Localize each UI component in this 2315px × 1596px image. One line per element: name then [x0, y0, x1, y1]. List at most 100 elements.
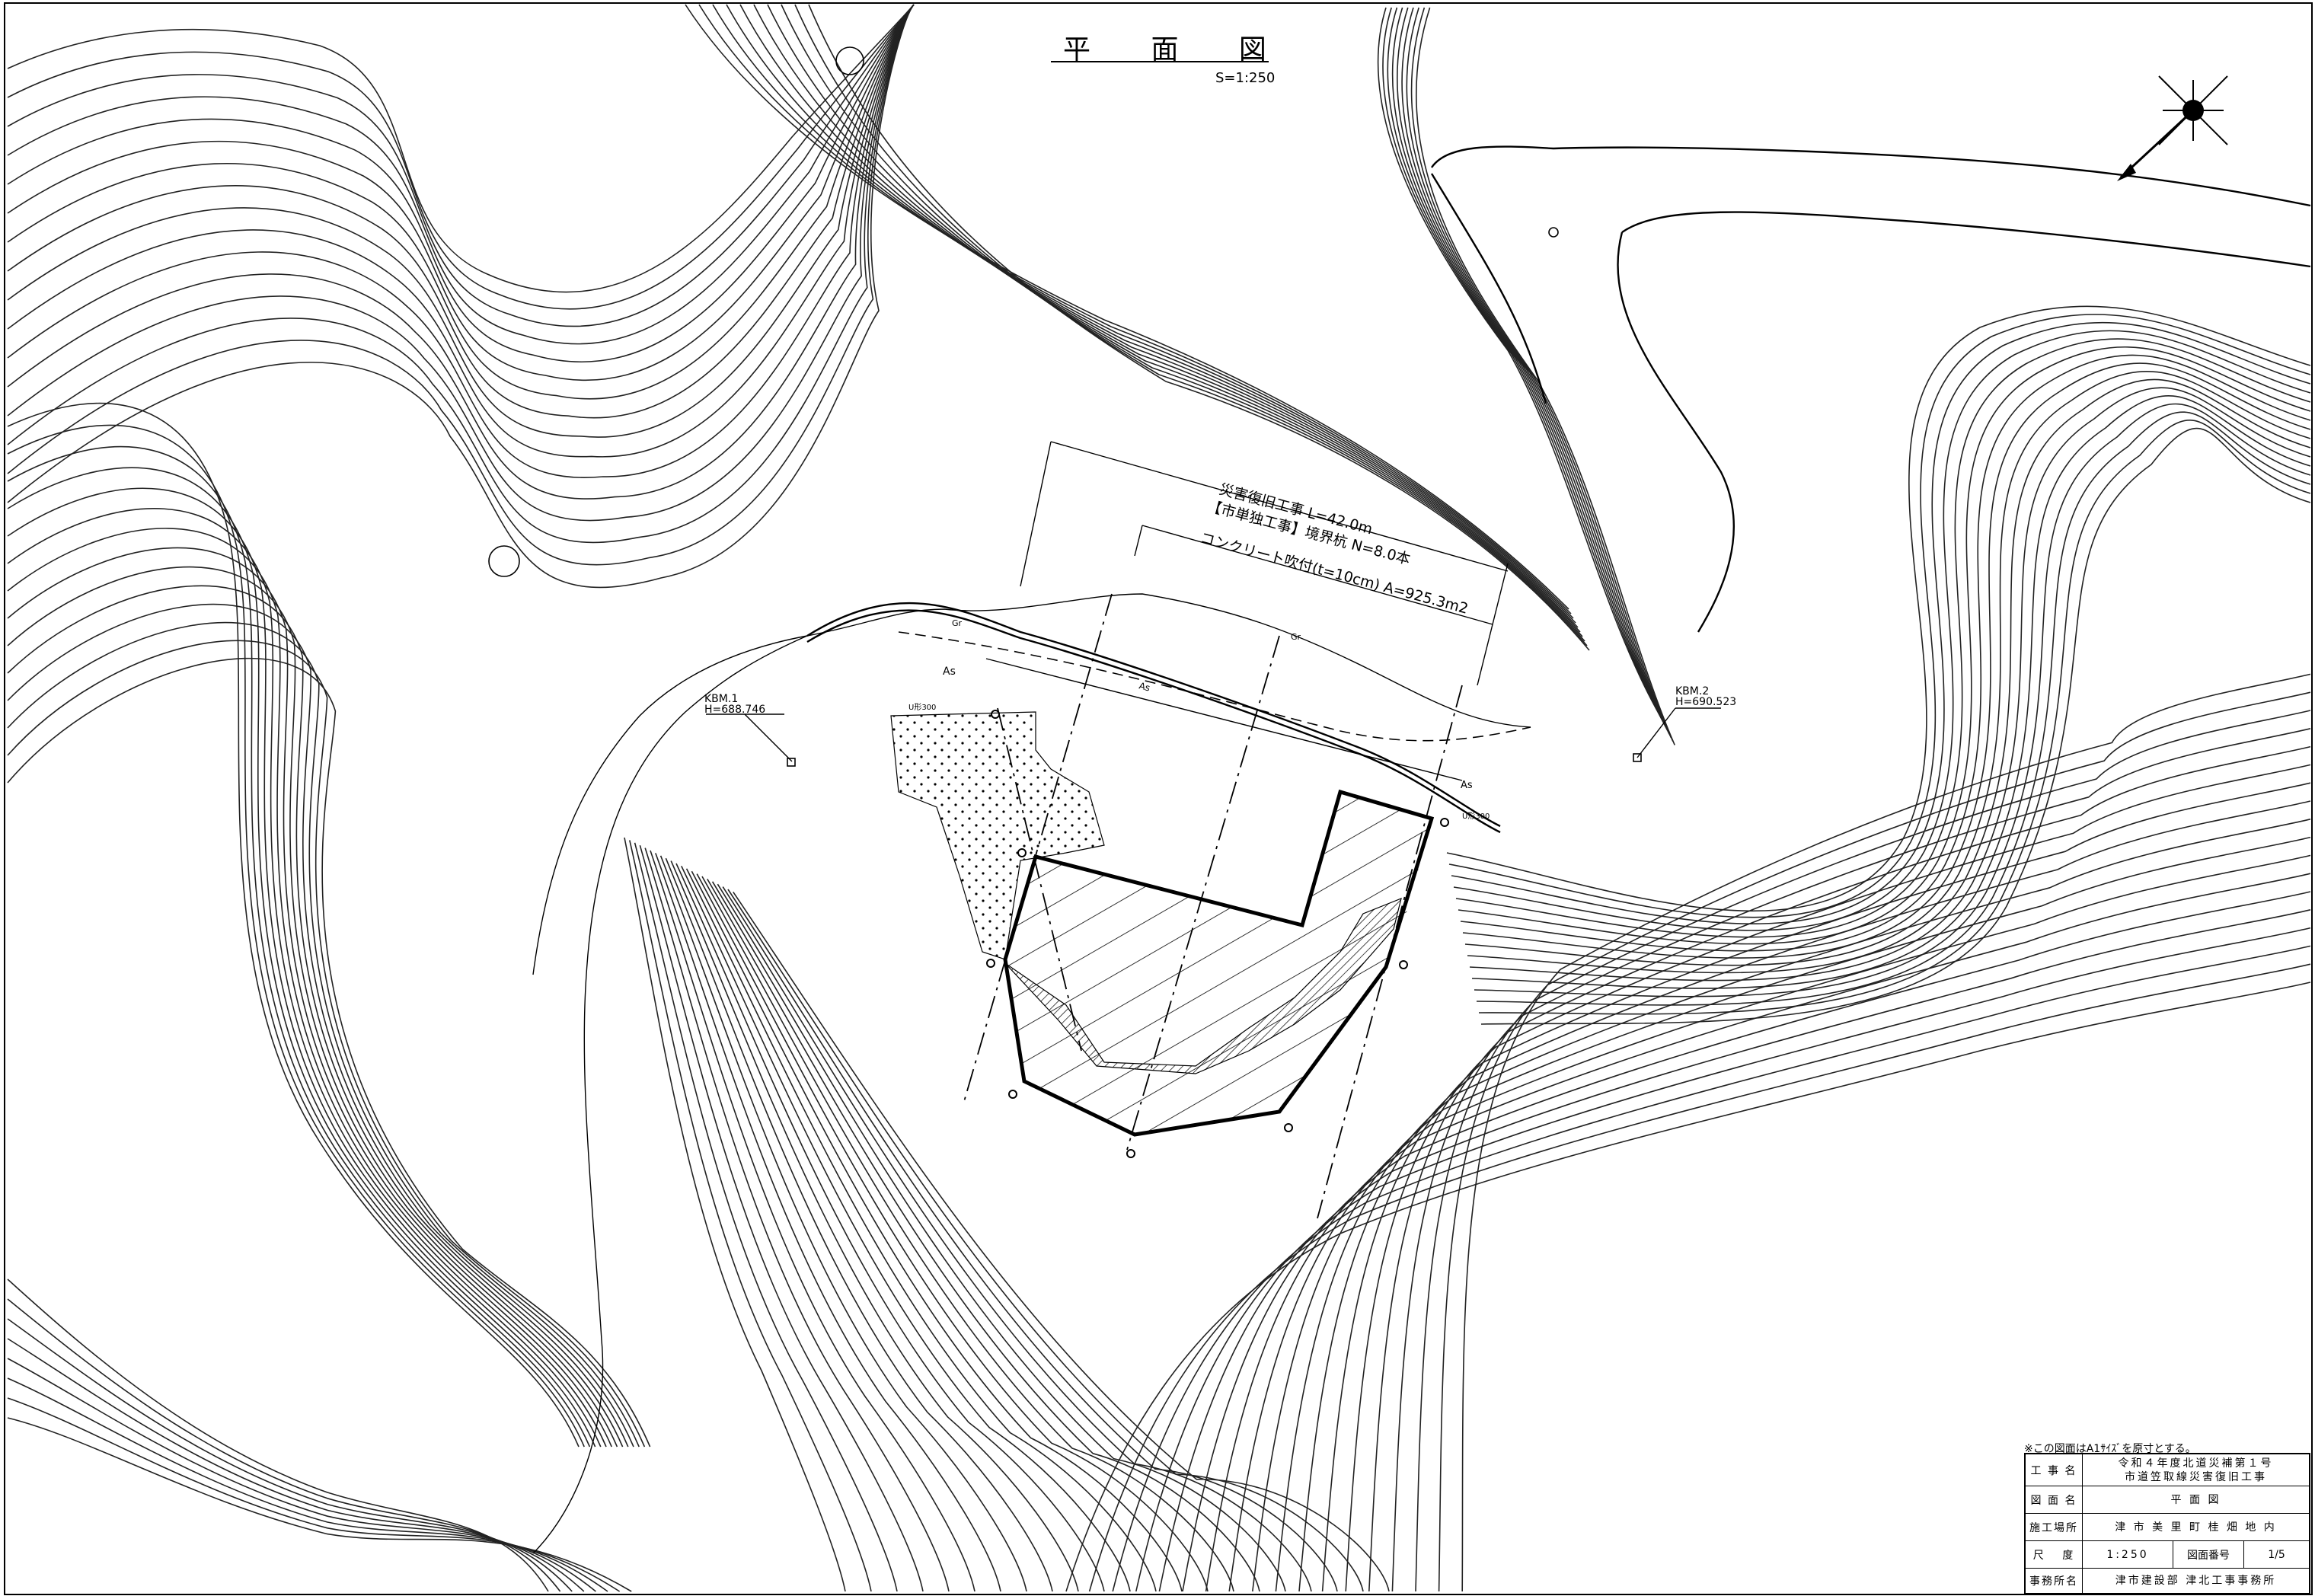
contour-line: [1228, 854, 2311, 1592]
contour-line: [1438, 691, 2311, 1592]
annotation-leaders: [706, 441, 1721, 767]
contour-line: [1112, 945, 2311, 1592]
contour-line: [1430, 173, 1547, 404]
project-line1: 令和４年度北道災補第１号: [2118, 1457, 2274, 1470]
contour-line: [7, 547, 618, 1448]
contour-line: [685, 868, 1157, 1592]
ditch-label: U形300: [908, 703, 936, 712]
drawing-value: 平 面 図: [2170, 1493, 2221, 1506]
office-label: 事務所名: [2026, 1569, 2083, 1593]
contour-line: [711, 881, 1286, 1592]
title-underline: [1051, 61, 1269, 62]
contour-line: [726, 4, 1576, 624]
contour-line: [1406, 7, 1672, 739]
contour-line: [1158, 909, 2311, 1592]
project-line2: 市道笠取線災害復旧工事: [2125, 1470, 2267, 1483]
contour-line: [781, 4, 1585, 642]
contour-line: [1182, 891, 2311, 1592]
contour-line: [1461, 673, 2311, 1592]
contour-line: [639, 844, 924, 1592]
contour-line: [717, 883, 1312, 1592]
contour-line: [7, 4, 915, 588]
section-lines: [963, 593, 1463, 1219]
contour-line: [1446, 305, 2311, 912]
contour-line: [7, 566, 624, 1448]
title-row-scale: 尺 度 1:250 図面番号 1/5: [2026, 1541, 2309, 1569]
contour-line: [7, 4, 915, 381]
road: [532, 593, 1531, 1554]
contour-line: [7, 4, 915, 566]
project-label: 工 事 名: [2026, 1454, 2083, 1486]
contour-line: [7, 467, 596, 1448]
contour-line: [7, 4, 915, 310]
north-arrow-icon: [2117, 75, 2228, 181]
contour-line: [1391, 728, 2311, 1592]
contour-line: [7, 1318, 573, 1592]
contour-line: [634, 842, 898, 1592]
contour-line: [7, 640, 646, 1448]
guardrail-label: Gr: [952, 618, 963, 628]
contour-line: [1464, 371, 2311, 966]
kbm1-name: KBM.1: [704, 693, 738, 705]
contour-line: [1462, 362, 2311, 959]
contour-line: [1401, 7, 1670, 735]
contour-line: [7, 487, 602, 1448]
contour-line: [7, 4, 915, 327]
contour-line: [7, 585, 629, 1448]
contour-line: [1382, 7, 1663, 720]
kbm2-height: H=690.523: [1675, 696, 1736, 708]
contour-line: [1474, 403, 2311, 998]
contour-line: [1471, 395, 2311, 989]
contour-line: [7, 4, 915, 293]
contour-line: [7, 1338, 585, 1592]
contour-line: [1451, 321, 2311, 925]
slope-toe-hatch: [1004, 898, 1402, 1074]
contour-line: [1252, 836, 2311, 1592]
title-row-drawing: 図 面 名 平 面 図: [2026, 1486, 2309, 1514]
contour-line: [7, 1298, 561, 1592]
contour-line: [650, 850, 975, 1592]
contour-line: [7, 402, 580, 1448]
contour-line: [808, 4, 1590, 651]
contour-line: [7, 1397, 621, 1592]
contour-line: [727, 889, 1364, 1592]
contour-line: [1617, 231, 1735, 633]
contour-line: [659, 855, 1027, 1592]
contour-line: [629, 840, 872, 1592]
contour-line: [733, 891, 1390, 1592]
contour-lines: [7, 4, 2311, 1592]
contour-line: [1321, 782, 2311, 1592]
contour-line: [1448, 314, 2311, 918]
contour-line: [7, 657, 651, 1448]
contour-line: [1431, 145, 2311, 207]
contour-line: [1469, 387, 2311, 982]
contour-line: [1065, 982, 2311, 1592]
contour-line: [767, 4, 1583, 637]
contour-line: [7, 4, 915, 438]
contour-line: [698, 4, 1572, 614]
survey-circle: [835, 46, 864, 75]
contour-line: [7, 1278, 549, 1592]
boundary-stakes: [986, 710, 1449, 1158]
asphalt-label: As: [943, 666, 956, 678]
survey-point: [1548, 227, 1559, 238]
ditch-label: U形300: [1462, 812, 1490, 821]
site-label: 施工場所: [2026, 1514, 2083, 1540]
title-block: 工 事 名 令和４年度北道災補第１号 市道笠取線災害復旧工事 図 面 名 平 面…: [2024, 1453, 2310, 1594]
contour-line: [7, 4, 915, 363]
scale-row-label: 尺 度: [2026, 1541, 2083, 1568]
number-label: 図面番号: [2173, 1541, 2243, 1568]
contour-line: [1621, 211, 2311, 268]
contour-line: [739, 4, 1579, 628]
contour-line: [1416, 7, 1675, 745]
office-value: 津市建設部 津北工事事務所: [2115, 1575, 2277, 1587]
contour-line: [1460, 354, 2311, 952]
contour-line: [7, 1417, 632, 1592]
contour-line: [1377, 7, 1661, 717]
scale-value: 1:250: [2106, 1548, 2149, 1561]
contour-line: [1467, 378, 2311, 974]
contour-line: [681, 866, 1131, 1592]
contour-line: [7, 424, 585, 1448]
page-title: 平 面 図: [1063, 34, 1292, 65]
